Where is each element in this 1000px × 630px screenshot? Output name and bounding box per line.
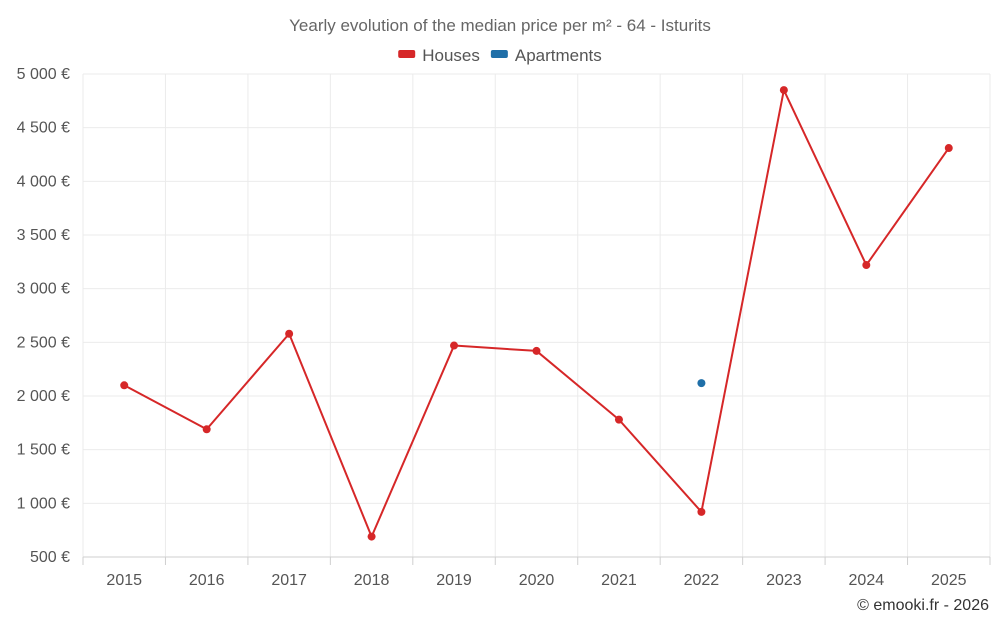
y-tick-label: 500 € xyxy=(30,549,70,566)
data-point-houses-2021[interactable] xyxy=(614,415,623,424)
x-tick-label: 2018 xyxy=(354,572,390,589)
credit-text: © emooki.fr - 2026 xyxy=(857,597,989,614)
y-tick-label: 4 000 € xyxy=(17,173,70,190)
data-point-houses-2025[interactable] xyxy=(944,144,953,153)
data-point-houses-2019[interactable] xyxy=(450,341,459,350)
data-point-houses-2017[interactable] xyxy=(285,329,294,338)
data-point-houses-2016[interactable] xyxy=(202,425,211,434)
legend: Houses Apartments xyxy=(398,46,602,65)
x-tick-label: 2023 xyxy=(766,572,802,589)
x-tick-label: 2024 xyxy=(849,572,885,589)
legend-label: Houses xyxy=(422,46,480,65)
data-point-houses-2022[interactable] xyxy=(697,507,706,516)
y-tick-label: 3 000 € xyxy=(17,281,70,298)
x-tick-label: 2021 xyxy=(601,572,637,589)
axes: 500 € 1 000 € 1 500 € 2 000 € 2 500 € 3 000 €… xyxy=(17,66,991,589)
x-tick-label: 2017 xyxy=(271,572,307,589)
chart-title: Yearly evolution of the median price per… xyxy=(289,16,711,35)
x-tick-label: 2016 xyxy=(189,572,225,589)
y-tick-label: 1 000 € xyxy=(17,495,70,512)
y-tick-label: 2 000 € xyxy=(17,388,70,405)
legend-item-apartments[interactable]: Apartments xyxy=(490,46,602,65)
x-tick-label: 2015 xyxy=(106,572,142,589)
legend-label: Apartments xyxy=(515,46,602,65)
data-point-houses-2024[interactable] xyxy=(862,261,871,270)
legend-item-houses[interactable]: Houses xyxy=(398,46,480,65)
y-tick-label: 1 500 € xyxy=(17,442,70,459)
y-tick-label: 5 000 € xyxy=(17,66,70,83)
x-tick-label: 2019 xyxy=(436,572,472,589)
data-point-houses-2023[interactable] xyxy=(779,86,788,95)
y-tick-label: 4 500 € xyxy=(17,120,70,137)
data-point-apartments-2022[interactable] xyxy=(697,379,706,388)
data-point-houses-2018[interactable] xyxy=(367,532,376,541)
legend-swatch xyxy=(490,50,508,58)
x-tick-label: 2020 xyxy=(519,572,555,589)
x-tick-label: 2025 xyxy=(931,572,967,589)
x-tick-label: 2022 xyxy=(684,572,720,589)
grid xyxy=(82,73,991,557)
data-point-houses-2020[interactable] xyxy=(532,346,541,355)
y-tick-label: 3 500 € xyxy=(17,227,70,244)
series xyxy=(120,86,953,541)
y-tick-label: 2 500 € xyxy=(17,334,70,351)
legend-swatch xyxy=(398,50,416,58)
data-point-houses-2015[interactable] xyxy=(120,381,129,390)
